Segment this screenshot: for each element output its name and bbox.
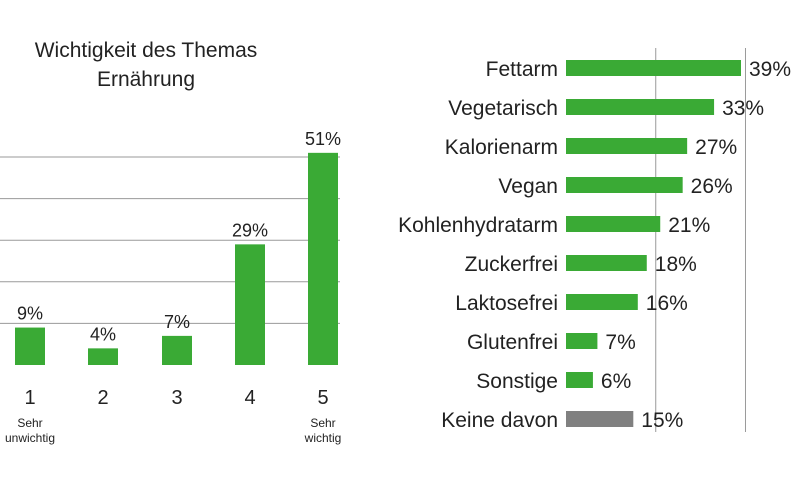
data-label: 7% [605, 331, 635, 354]
bar [566, 255, 647, 271]
bar [566, 333, 598, 349]
x-tick-label: 5 [317, 387, 328, 409]
data-label: 16% [646, 292, 688, 315]
category-label: Vegan [498, 175, 558, 198]
x-tick-label: 4 [244, 387, 255, 409]
category-label: Zuckerfrei [465, 253, 558, 276]
data-label: 39% [749, 58, 791, 81]
axis-note: Sehr [17, 416, 42, 430]
data-label: 4% [90, 324, 116, 344]
data-label: 26% [691, 175, 733, 198]
bar [308, 152, 338, 365]
bar [566, 411, 634, 427]
category-label: Vegetarisch [448, 97, 558, 120]
chart-title-line-2: Ernährung [96, 68, 196, 91]
category-label: Glutenfrei [467, 331, 558, 354]
bar [566, 372, 593, 388]
bar [566, 138, 688, 154]
x-tick-label: 3 [171, 387, 182, 409]
bar [566, 294, 638, 310]
bar [566, 60, 741, 76]
x-tick-label: 1 [24, 387, 35, 409]
category-label: Kalorienarm [445, 136, 558, 159]
data-label: 15% [641, 409, 683, 432]
category-label: Keine davon [441, 409, 558, 432]
data-label: 6% [601, 370, 631, 393]
data-label: 27% [695, 136, 737, 159]
data-label: 21% [668, 214, 710, 237]
data-label: 7% [164, 312, 190, 332]
x-tick-label: 2 [97, 387, 108, 409]
axis-note: Sehr [310, 416, 335, 430]
data-label: 18% [655, 253, 697, 276]
category-label: Laktosefrei [455, 292, 558, 315]
data-label: 29% [232, 220, 268, 240]
chart-title-line-1: Wichtigkeit des Themas [34, 39, 258, 62]
bar [566, 216, 661, 232]
data-label: 33% [722, 97, 764, 120]
bar [15, 327, 45, 365]
axis-note: wichtig [304, 431, 342, 445]
category-label: Kohlenhydratarm [398, 214, 558, 237]
chart-title: Wichtigkeit des Themas Ernährung [0, 36, 292, 94]
category-label: Sonstige [476, 370, 558, 393]
category-label: Fettarm [486, 58, 558, 81]
bar [235, 244, 265, 365]
data-label: 51% [305, 129, 341, 149]
bar [566, 177, 683, 193]
bar [88, 348, 118, 365]
axis-note: unwichtig [5, 431, 55, 445]
bar [566, 99, 715, 115]
bar [162, 335, 192, 365]
data-label: 9% [17, 304, 43, 324]
